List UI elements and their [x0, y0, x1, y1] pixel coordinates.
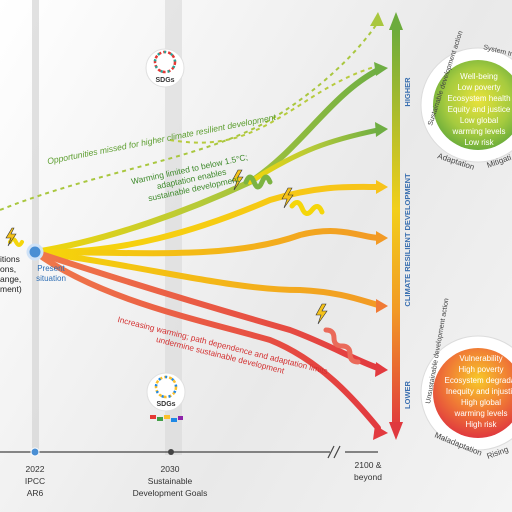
tick-2030 — [168, 449, 174, 455]
upper-item-1: Well-being — [460, 72, 498, 81]
present-dot — [26, 243, 44, 261]
timeline-labels: 2022 IPCC AR6 2030 Sustainable Developme… — [25, 460, 382, 498]
crd-axis-higher: HIGHER — [403, 77, 412, 107]
lower-outcome-circle — [420, 335, 512, 451]
left-fragment-line-1: itions — [0, 254, 20, 264]
timeline-break-2 — [333, 445, 341, 459]
sdg-label-bottom: SDGs — [156, 401, 175, 408]
timeline-break-1 — [327, 445, 335, 459]
crd-axis-arrow-bottom — [389, 422, 403, 440]
t2022-line-3: AR6 — [27, 488, 44, 498]
t2022-line-1: 2022 — [26, 464, 45, 474]
left-fragment-line-4: ment) — [0, 284, 22, 294]
pathway-orange — [32, 249, 381, 308]
t2030-line-2: Sustainable — [148, 476, 193, 486]
crd-axis-arrow-top — [389, 12, 403, 30]
pathway-red-high — [32, 249, 381, 371]
t2030-line-3: Development Goals — [133, 488, 208, 498]
arrow-orange-upper — [376, 231, 388, 245]
pathway-yellow — [32, 183, 381, 256]
upper-item-6: warming levels — [452, 127, 506, 136]
crd-axis-lower: LOWER — [403, 380, 412, 408]
present-label-line-1: Present — [37, 264, 65, 273]
lower-item-6: warming levels — [454, 409, 508, 418]
lower-circle-items: Vulnerability High poverty Ecosystem deg… — [445, 354, 512, 429]
lower-item-1: Vulnerability — [459, 354, 502, 363]
t2100-line-1: 2100 & — [355, 460, 382, 470]
present-label-line-2: situation — [36, 274, 66, 283]
guide-2022 — [32, 0, 39, 455]
t2022-line-2: IPCC — [25, 476, 45, 486]
lower-item-4: Inequity and injustic — [446, 387, 512, 396]
sdg-badge-bottom: SDGs — [146, 372, 186, 422]
sdg-label-top: SDGs — [155, 77, 174, 84]
squiggle-red — [323, 327, 361, 365]
guide-2030 — [165, 0, 182, 455]
pathway-red-low — [32, 249, 381, 431]
sdg-badge-top: SDGs — [145, 48, 185, 88]
upper-outcome-circle — [420, 47, 512, 163]
arrow-yellow — [376, 180, 388, 194]
t2100-line-2: beyond — [354, 472, 382, 482]
pathway-yellow-low — [32, 228, 381, 257]
pathway-dashed-lower — [169, 65, 379, 144]
squiggle-yellow — [289, 200, 325, 216]
lightning-icon-start — [5, 227, 17, 247]
lightning-icon-yellow — [281, 187, 294, 209]
upper-item-4: Equity and justice — [448, 105, 511, 114]
upper-item-7: Low risk — [464, 138, 494, 147]
lightning-icon-red — [315, 303, 328, 325]
squiggle-green — [243, 174, 273, 190]
annotation-warming-limited: Warming limited to below 1.5°C; adaptati… — [130, 152, 248, 203]
arrow-red-low — [373, 425, 388, 440]
lightning-icon-green — [231, 169, 244, 191]
lower-item-3: Ecosystem degradat — [445, 376, 512, 385]
arrow-green-high — [374, 62, 388, 76]
pathway-green-mid — [247, 127, 381, 185]
left-fragment-line-3: ange, — [0, 274, 21, 284]
upper-circle-items: Well-being Low poverty Ecosystem health … — [447, 72, 510, 147]
tick-2022 — [30, 447, 40, 457]
upper-item-3: Ecosystem health — [447, 94, 510, 103]
lower-item-7: High risk — [465, 420, 497, 429]
arrow-orange — [376, 299, 388, 313]
upper-item-2: Low poverty — [457, 83, 500, 92]
lower-item-2: High poverty — [459, 365, 504, 374]
arrow-red-high — [375, 362, 388, 377]
t2030-line-1: 2030 — [161, 464, 180, 474]
arrow-green-mid — [375, 122, 388, 137]
crd-axis-bar — [392, 28, 400, 430]
left-fragment-line-2: ons, — [0, 264, 16, 274]
left-fragment-text: itions ons, ange, ment) — [0, 254, 22, 294]
lower-item-5: High global — [461, 398, 501, 407]
arrow-dashed — [370, 12, 384, 26]
upper-item-5: Low global — [460, 116, 498, 125]
crd-axis-title: CLIMATE RESILIENT DEVELOPMENT — [403, 173, 412, 307]
